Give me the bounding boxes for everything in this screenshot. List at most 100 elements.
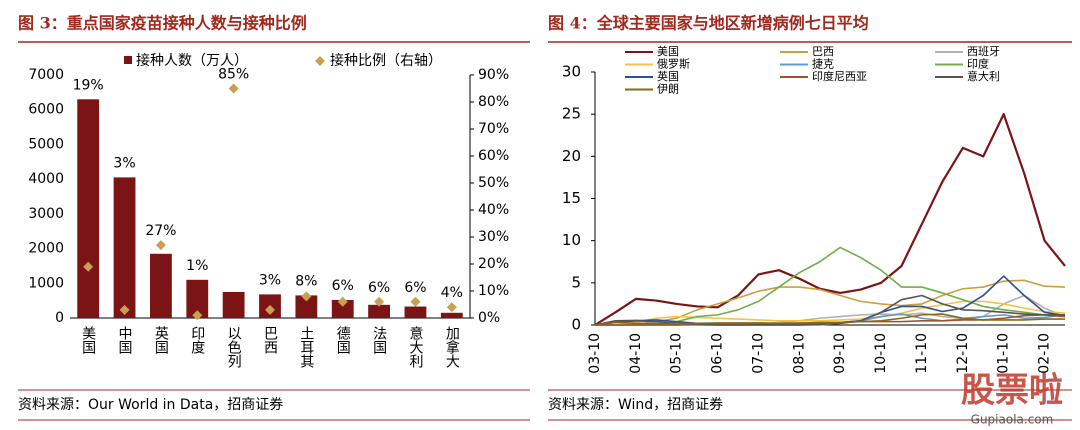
y-tick-label: 1000 <box>28 275 64 291</box>
y2-tick-label: 70% <box>478 121 509 137</box>
y-tick-label: 5000 <box>28 136 64 152</box>
ratio-marker <box>446 302 457 313</box>
bar <box>331 299 354 318</box>
x-tick-label: 意大利 <box>407 325 423 368</box>
bar <box>368 304 390 318</box>
legend-label: 接种人数（万人） <box>136 52 248 69</box>
y2-tick-label: 20% <box>478 256 509 272</box>
legend-label: 伊朗 <box>657 83 679 96</box>
bar <box>440 312 463 318</box>
y-tick-label: 3000 <box>28 206 64 222</box>
bar <box>150 253 172 318</box>
y-tick-label: 2000 <box>28 241 64 257</box>
x-tick-label: 02-10 <box>1037 333 1053 374</box>
legend-label: 西班牙 <box>967 45 1000 58</box>
value-label: 19% <box>73 77 104 93</box>
legend-label: 捷克 <box>812 57 834 71</box>
ratio-marker <box>374 296 385 307</box>
x-tick-label: 06-10 <box>710 333 726 374</box>
x-tick-label: 中国 <box>117 326 133 354</box>
bar <box>222 291 245 318</box>
legend-label: 俄罗斯 <box>657 58 690 71</box>
x-tick-label: 土耳其 <box>298 326 314 368</box>
legend-label: 意大利 <box>967 69 1000 83</box>
ratio-marker <box>192 310 203 321</box>
bar <box>186 279 209 318</box>
series-line <box>594 113 1066 326</box>
chart-title: 图 4：全球主要国家与地区新增病例七日平均 <box>548 14 869 33</box>
legend-label: 印度尼西亚 <box>812 69 867 83</box>
bar <box>295 295 318 318</box>
value-label: 6% <box>368 280 390 296</box>
y2-tick-label: 90% <box>478 67 509 83</box>
x-tick-label: 德国 <box>335 326 351 354</box>
ratio-marker <box>265 304 275 315</box>
ratio-marker <box>228 83 239 94</box>
y2-tick-label: 60% <box>478 148 509 164</box>
bar <box>113 177 136 318</box>
y-tick-label: 20 <box>562 147 581 165</box>
x-tick-label: 英国 <box>153 325 169 354</box>
y-tick-label: 0 <box>571 316 581 334</box>
ratio-marker <box>410 296 421 307</box>
legend-label: 接种比例（右轴） <box>330 52 442 69</box>
series-line <box>595 279 1066 326</box>
ratio-marker <box>83 261 94 272</box>
x-tick-label: 巴西 <box>262 326 278 354</box>
y-tick-label: 15 <box>562 189 581 207</box>
value-label: 3% <box>113 155 135 171</box>
series-line <box>595 300 1066 326</box>
source: 资料来源：Wind，招商证券 <box>548 397 723 413</box>
y-tick-label: 25 <box>562 105 581 123</box>
x-tick-label: 美国 <box>80 326 96 354</box>
ratio-marker <box>155 240 166 251</box>
legend-label: 印度 <box>967 57 989 71</box>
legend-swatch <box>315 56 325 66</box>
value-label: 85% <box>218 67 249 83</box>
y2-tick-label: 40% <box>478 202 509 218</box>
watermark: 股票啦 <box>961 371 1063 411</box>
ratio-marker <box>119 304 130 315</box>
x-tick-label: 印度 <box>189 326 205 354</box>
x-tick-label: 12-10 <box>955 333 971 374</box>
y2-tick-label: 80% <box>478 94 509 110</box>
value-label: 1% <box>186 258 208 274</box>
x-tick-label: 10-10 <box>873 333 889 374</box>
source: 资料来源：Our World in Data，招商证券 <box>18 397 283 413</box>
ratio-marker <box>301 291 312 302</box>
value-label: 8% <box>295 273 317 289</box>
chart-title: 图 3：重点国家疫苗接种人数与接种比例 <box>18 14 307 33</box>
x-tick-label: 08-10 <box>791 333 807 374</box>
value-label: 4% <box>441 285 463 301</box>
x-tick-label: 03-10 <box>587 333 603 374</box>
watermark-url: Gupiaola.com <box>971 413 1054 427</box>
y2-tick-label: 30% <box>478 229 509 245</box>
y-tick-label: 0 <box>55 310 64 326</box>
x-tick-label: 07-10 <box>750 333 766 374</box>
value-label: 3% <box>259 272 281 288</box>
legend-label: 英国 <box>657 69 679 83</box>
value-label: 6% <box>404 280 426 296</box>
x-tick-label: 04-10 <box>628 333 644 374</box>
bar <box>404 306 427 318</box>
x-tick-label: 以色列 <box>226 326 242 369</box>
y-tick-label: 10 <box>562 231 581 249</box>
x-tick-label: 11-10 <box>914 333 930 374</box>
legend-swatch <box>124 56 132 64</box>
x-tick-label: 09-10 <box>832 333 848 374</box>
legend-label: 巴西 <box>812 45 834 58</box>
x-tick-label: 法国 <box>371 326 387 354</box>
x-tick-label: 加拿大 <box>444 326 460 368</box>
y2-tick-label: 50% <box>478 175 509 191</box>
ratio-marker <box>337 296 348 307</box>
y-tick-label: 5 <box>571 273 581 291</box>
value-label: 27% <box>145 223 176 239</box>
value-label: 6% <box>332 278 354 294</box>
y-tick-label: 6000 <box>28 102 64 118</box>
y2-tick-label: 0% <box>478 310 500 326</box>
y2-tick-label: 10% <box>478 283 509 299</box>
y-tick-label: 4000 <box>28 171 64 187</box>
y-tick-label: 7000 <box>28 67 64 83</box>
